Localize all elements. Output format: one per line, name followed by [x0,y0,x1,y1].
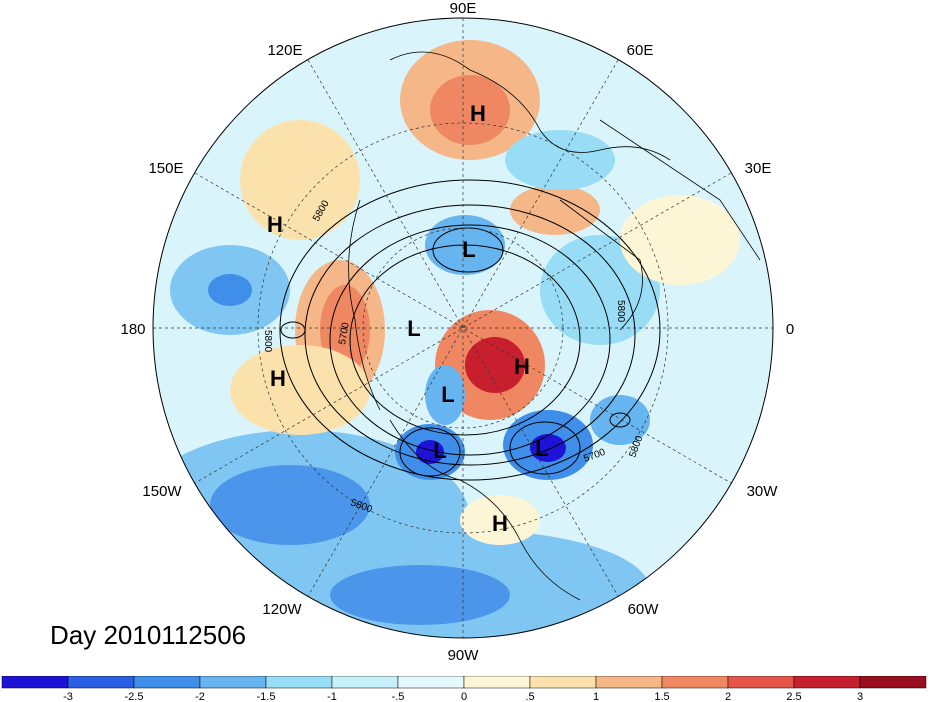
lon-label-0: 0 [786,321,794,338]
colorbar-tick-label: 2 [725,691,731,702]
coastlines [348,51,761,601]
contour-label: 5800 [615,300,626,323]
lon-label-120e: 120E [267,42,302,59]
low-center: L [462,237,475,262]
lon-label-60w: 60W [628,601,660,618]
colorbar-swatch [463,676,531,689]
colorbar-tick-label: -.5 [392,691,405,702]
map-border [152,17,774,639]
lon-label-180: 180 [120,321,145,338]
colorbar-tick-label: 3 [857,691,863,702]
colorbar-swatch [1,676,69,689]
colorbar-swatch [595,676,663,689]
colorbar-tick-label: -3 [63,691,73,702]
colorbar-tick-label: -1 [327,691,337,702]
lon-label-120w: 120W [262,601,302,618]
lon-label-150w: 150W [142,483,182,500]
colorbar-swatch [199,676,267,689]
colorbar-tick-label: 0 [461,691,467,702]
lon-label-150e: 150E [148,160,183,177]
high-center: H [270,366,286,391]
colorbar-tick-label: 2.5 [786,691,801,702]
longitude-labels: 90E 60E 30E 0 30W 60W 90W 120W 150W 180 … [120,0,794,664]
colorbar-swatch [859,676,927,689]
colorbar-swatch [67,676,135,689]
lon-label-90e: 90E [450,0,477,17]
colorbar-swatch [331,676,399,689]
colorbar-swatch [265,676,333,689]
colorbar-tick-label: 1 [593,691,599,702]
colorbar-tick-label: -2 [195,691,205,702]
colorbar-swatch [133,676,201,689]
low-center: L [535,436,548,461]
lon-label-30e: 30E [745,160,772,177]
colorbar-swatch [397,676,465,689]
colorbar-tick-label: .5 [525,691,534,702]
low-center: L [407,316,420,341]
lon-label-30w: 30W [747,483,779,500]
high-center: H [514,354,530,379]
colorbar-swatch [793,676,861,689]
graticule [153,18,773,638]
colorbar: -3 -2.5 -2 -1.5 -1 -.5 0 .5 1 1.5 2 2.5 3 [1,676,927,702]
high-center: H [470,101,486,126]
lon-label-60e: 60E [627,42,654,59]
high-center: H [492,511,508,536]
colorbar-swatch [661,676,729,689]
pressure-centers: H H L L H L L L H H [267,101,549,536]
plot-title: Day 2010112506 [50,620,247,650]
anomaly-field [153,18,773,638]
contour-label: 5800 [262,330,273,353]
lon-label-90w: 90W [448,647,480,664]
high-center: H [267,212,283,237]
colorbar-tick-label: 1.5 [654,691,669,702]
low-center: L [433,438,446,463]
colorbar-swatch [727,676,795,689]
low-center: L [441,382,454,407]
contour-label: 5700 [337,321,352,345]
colorbar-tick-label: -2.5 [125,691,144,702]
colorbar-tick-label: -1.5 [257,691,276,702]
colorbar-swatch [529,676,597,689]
